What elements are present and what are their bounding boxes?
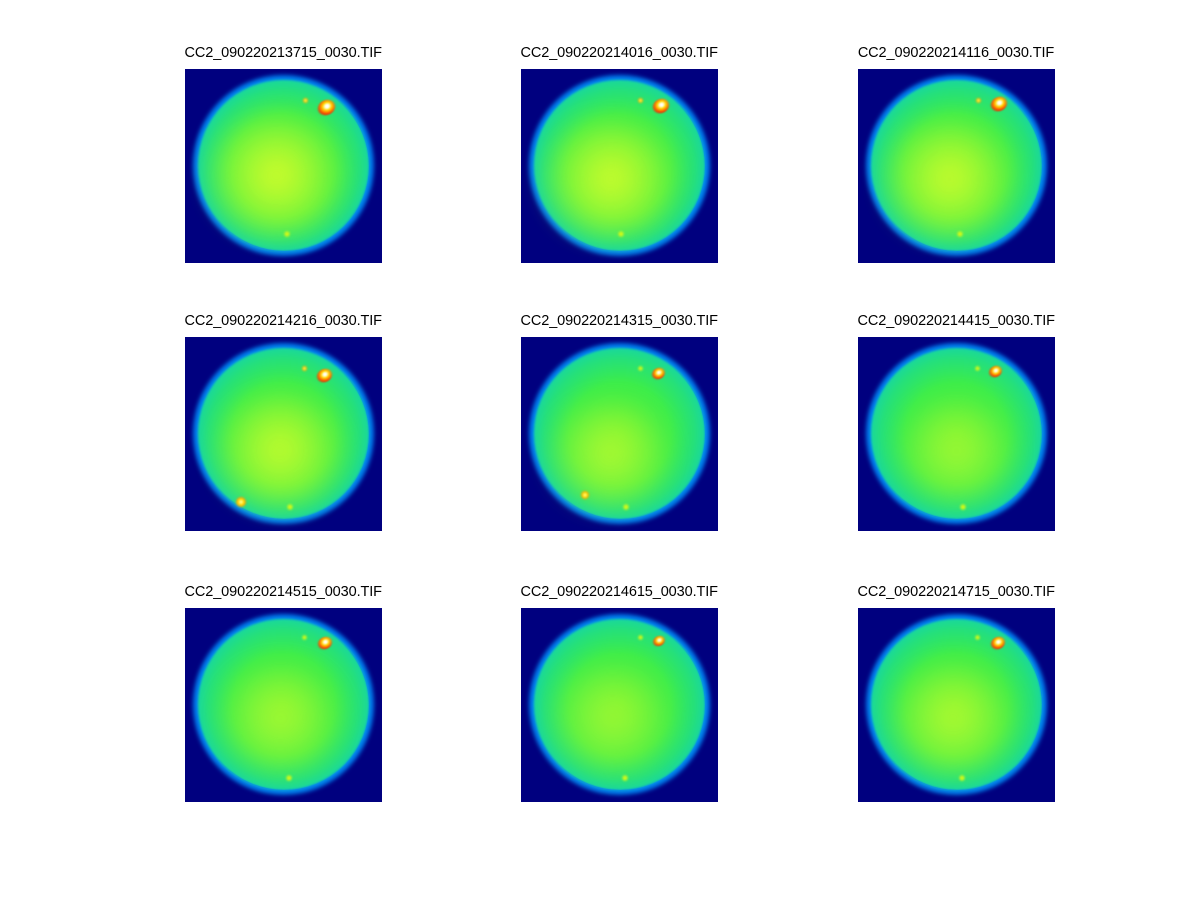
disc-graphic	[858, 69, 1055, 263]
panel-title: CC2_090220214515_0030.TIF	[184, 584, 383, 600]
panel-title: CC2_090220214116_0030.TIF	[857, 45, 1055, 61]
hot-spot	[974, 635, 980, 641]
image-panel: CC2_090220214016_0030.TIF	[521, 45, 718, 263]
panel-title: CC2_090220214216_0030.TIF	[184, 313, 383, 329]
image-panel: CC2_090220214415_0030.TIF	[858, 313, 1055, 531]
disc-graphic	[521, 608, 718, 802]
disc-graphic	[521, 337, 718, 531]
hot-spot	[301, 366, 307, 372]
heatmap-image	[185, 69, 382, 263]
image-panel: CC2_090220214515_0030.TIF	[185, 584, 382, 802]
heatmap-image	[521, 608, 718, 802]
hot-spot	[287, 504, 294, 511]
disc-graphic	[858, 608, 1055, 802]
hot-spot	[303, 98, 309, 104]
image-panel: CC2_090220214315_0030.TIF	[521, 313, 718, 531]
disc-rim-arc	[872, 620, 1043, 791]
heatmap-image	[858, 69, 1055, 263]
disc-graphic	[185, 69, 382, 263]
hot-spot	[285, 775, 292, 782]
panel-title: CC2_090220214415_0030.TIF	[857, 313, 1056, 329]
disc-rim-arc	[199, 349, 370, 520]
hot-spot	[623, 504, 630, 511]
disc-graphic	[858, 337, 1055, 531]
disc-rim-arc	[535, 349, 706, 520]
disc-rim-arc	[872, 81, 1043, 252]
hot-spot	[283, 230, 290, 237]
heatmap-image	[521, 69, 718, 263]
warm-region	[896, 397, 1017, 504]
disc-rim-arc	[199, 620, 370, 791]
warm-region	[551, 663, 675, 773]
image-panel: CC2_090220214715_0030.TIF	[858, 584, 1055, 802]
hot-spot	[974, 366, 980, 372]
panel-title: CC2_090220214016_0030.TIF	[520, 45, 719, 61]
heatmap-image	[185, 337, 382, 531]
disc-graphic	[185, 337, 382, 531]
hot-spot	[637, 635, 643, 641]
warm-region	[215, 392, 346, 509]
warm-region	[889, 661, 1017, 775]
heatmap-image	[858, 337, 1055, 531]
image-panel: CC2_090220214116_0030.TIF	[858, 45, 1055, 263]
hot-spot	[301, 635, 307, 641]
warm-region	[549, 399, 673, 509]
disc-rim-arc	[535, 620, 706, 791]
hot-spot	[956, 230, 963, 237]
panel-title: CC2_090220214715_0030.TIF	[857, 584, 1056, 600]
hot-spot	[621, 775, 628, 782]
hot-spot	[235, 496, 246, 507]
hot-spot	[958, 775, 965, 782]
warm-region	[882, 119, 1017, 240]
hot-spot	[960, 504, 967, 511]
disc-rim-arc	[535, 81, 706, 252]
warm-region	[208, 114, 346, 238]
hot-spot	[637, 98, 643, 104]
image-panel: CC2_090220213715_0030.TIF	[185, 45, 382, 263]
panel-title: CC2_090220214615_0030.TIF	[520, 584, 719, 600]
hot-spot	[618, 230, 625, 237]
hot-spot	[581, 491, 590, 500]
warm-region	[218, 663, 342, 773]
heatmap-image	[521, 337, 718, 531]
hot-spot	[637, 366, 643, 372]
panel-title: CC2_090220213715_0030.TIF	[184, 45, 383, 61]
panel-title: CC2_090220214315_0030.TIF	[520, 313, 719, 329]
heatmap-image	[185, 608, 382, 802]
disc-rim-arc	[872, 349, 1043, 520]
heatmap-image	[858, 608, 1055, 802]
image-panel: CC2_090220214216_0030.TIF	[185, 313, 382, 531]
image-panel: CC2_090220214615_0030.TIF	[521, 584, 718, 802]
disc-graphic	[185, 608, 382, 802]
warm-region	[542, 119, 680, 240]
hot-spot	[976, 98, 982, 104]
disc-rim-arc	[199, 81, 370, 252]
disc-graphic	[521, 69, 718, 263]
